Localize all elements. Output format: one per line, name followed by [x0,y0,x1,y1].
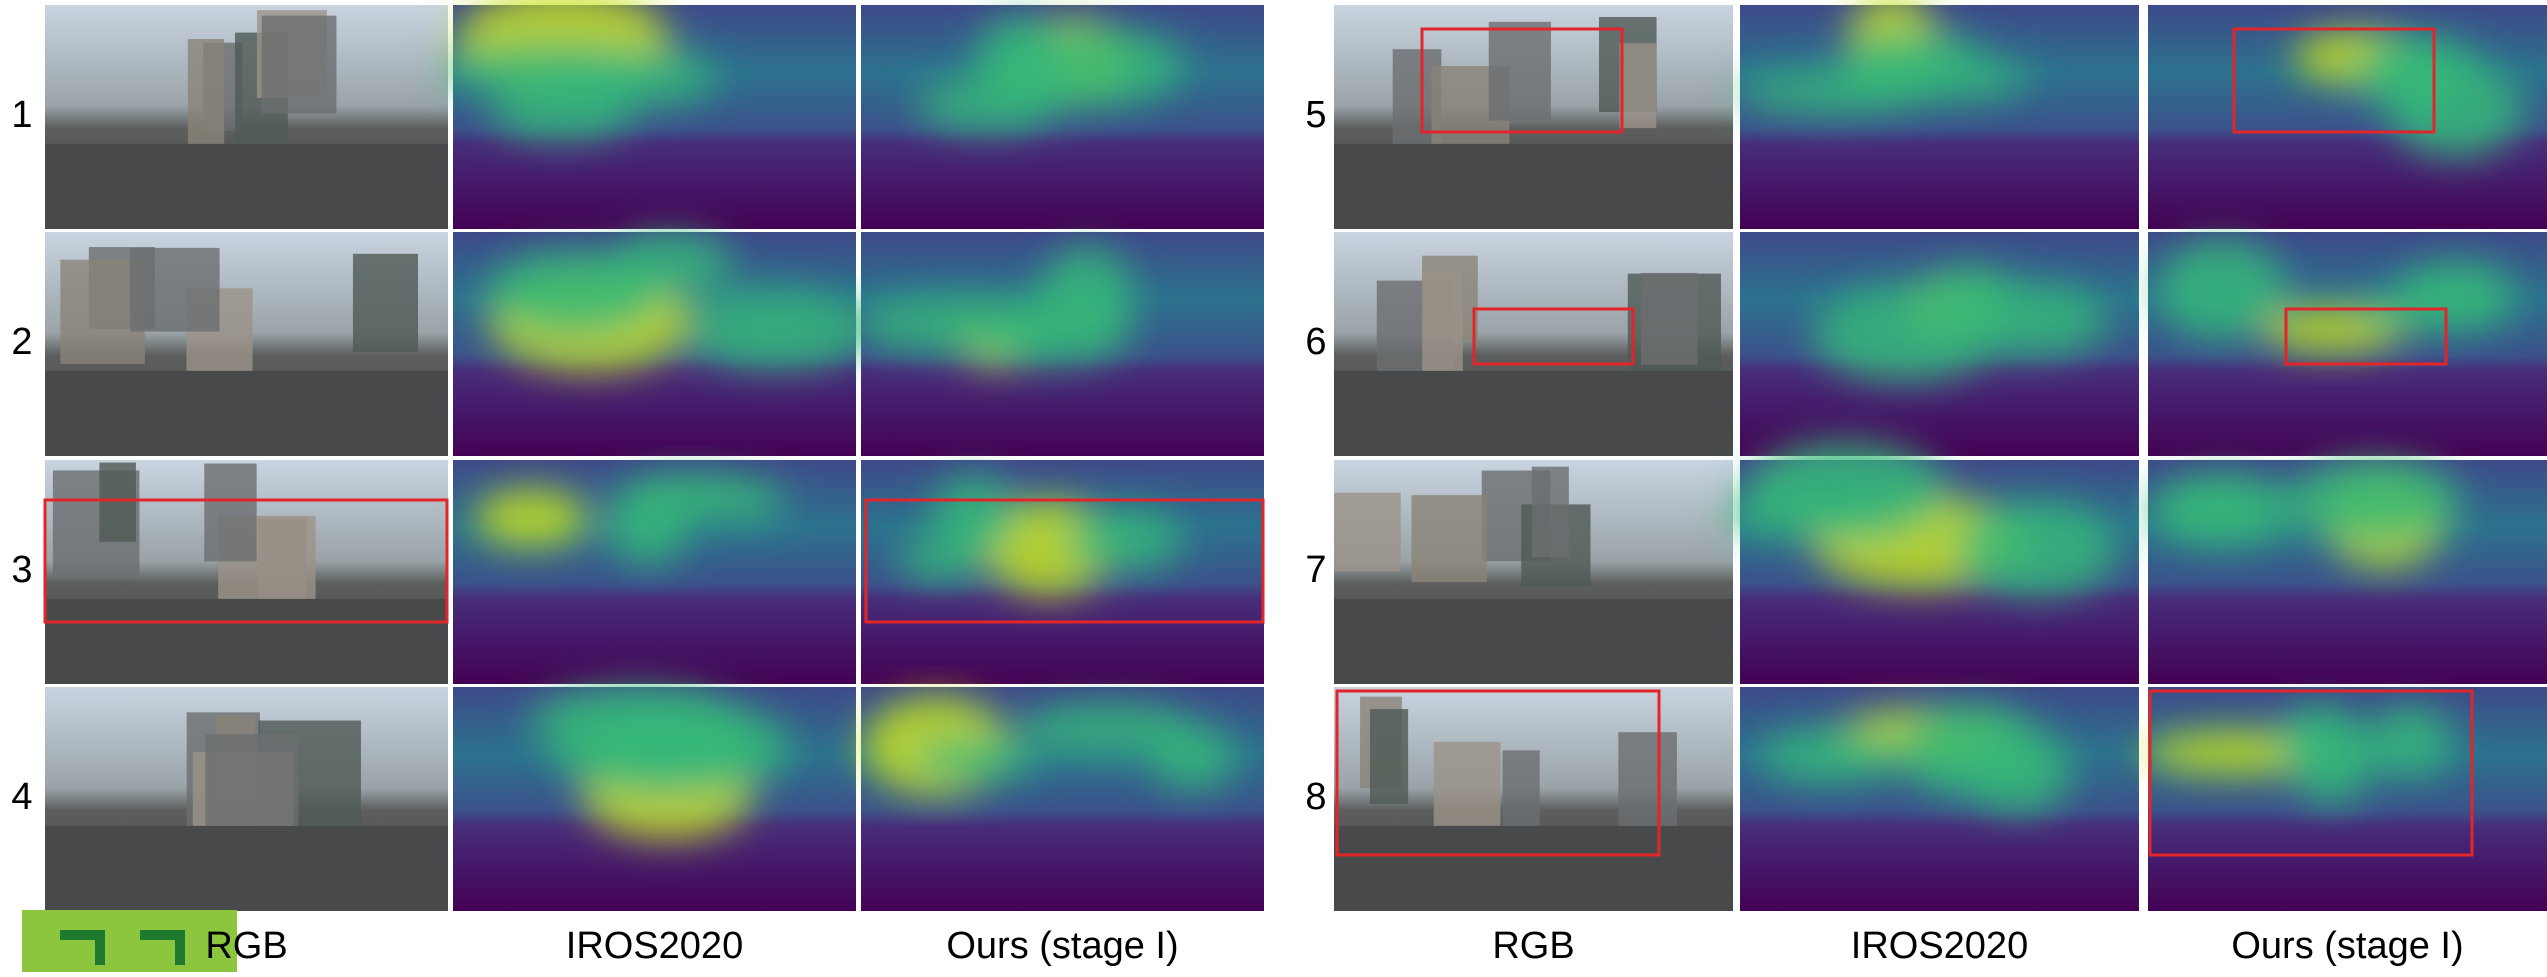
road [45,144,448,229]
figure: 1 2 3 4 RGB IROS2020 Ours (stage I) 5 6 7 8 RGB IROS… [0,0,2547,972]
rgb-image [45,687,448,911]
building [262,16,337,114]
rgb-image [1334,687,1733,911]
building [1489,22,1551,121]
blob [1964,729,2072,813]
row-label: 8 [1305,776,1326,818]
building [1619,43,1656,128]
row-label: 6 [1305,321,1326,363]
building [1370,709,1408,804]
blob [916,738,1040,779]
depth-map [1740,232,2139,456]
blob [1761,729,1900,782]
depth-map [2144,687,2547,911]
row-label: 1 [11,94,32,136]
row-label: 7 [1305,549,1326,591]
depth-map [861,687,1264,911]
blob [490,85,632,139]
column-label: Ours (stage I) [946,925,1178,967]
depth-map [453,460,856,684]
blob [2149,474,2299,546]
building [1334,493,1401,572]
page: {"panels": [ {"rows": ["1", "2", "3", "4… [0,0,2547,972]
blob [1957,501,2117,596]
blob [932,476,1016,552]
column-label: Ours (stage I) [2231,925,2463,967]
road [1334,144,1733,229]
row-label: 4 [11,776,32,818]
building [204,463,256,561]
building [353,254,418,352]
building [188,39,224,153]
depth-map [2148,5,2547,229]
blob [1065,509,1183,571]
blob [475,489,587,547]
depth-map [453,232,868,456]
blob [854,296,1059,352]
blob [1736,71,1935,113]
rgb-image [45,460,448,684]
depth-map [2148,460,2547,684]
depth-map [861,460,1264,684]
blob [2368,707,2452,777]
blob [2290,716,2372,803]
depth-map [1740,687,2139,911]
rgb-image [45,5,448,229]
depth-map [861,5,1264,229]
rgb-image [1334,232,1733,456]
column-label: RGB [205,925,287,967]
road [1334,371,1733,456]
depth-map [2148,232,2547,456]
road [45,826,448,911]
rgb-image [1334,460,1733,684]
rgb-image [45,232,448,456]
building [1641,273,1698,365]
building [1618,732,1677,840]
column-label: RGB [1492,925,1574,967]
road [1334,826,1733,911]
row-label: 2 [11,321,32,363]
blob [1813,287,1999,382]
blob [683,290,868,368]
row-label: 3 [11,549,32,591]
rgb-image [1334,5,1733,229]
image-grid [45,0,2547,911]
blob [608,480,689,565]
road [1334,599,1733,684]
blob [486,251,662,335]
blob [999,27,1185,106]
blob [1722,492,1888,536]
building [1532,467,1569,558]
building [1422,271,1463,378]
column-label: IROS2020 [1851,925,2028,967]
blob [1150,726,1235,789]
column-label: IROS2020 [566,925,743,967]
blob [2386,41,2478,94]
blob [1846,32,1981,74]
depth-map [1736,0,2139,229]
blob [2158,240,2287,339]
blob [553,710,757,793]
depth-map [440,0,856,229]
building [99,463,136,542]
building [130,248,219,332]
depth-map [854,232,1264,456]
depth-map [1722,440,2139,684]
row-label: 5 [1305,94,1326,136]
road [45,599,448,684]
road [45,371,448,456]
blob [2286,460,2461,542]
depth-map [453,686,856,911]
building [1411,495,1487,582]
